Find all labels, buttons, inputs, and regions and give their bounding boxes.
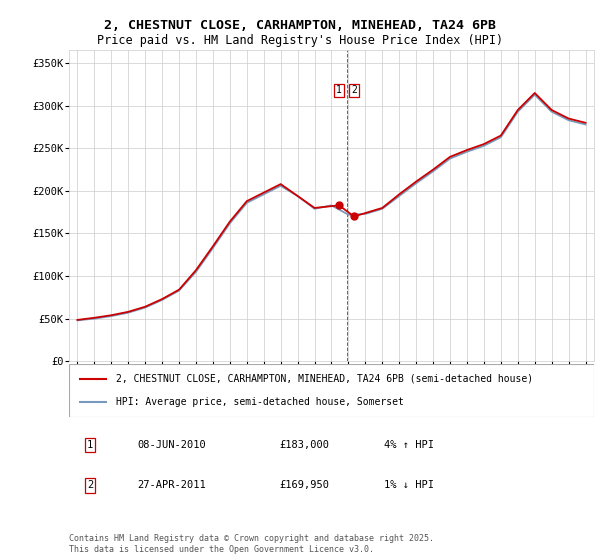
Text: 1% ↓ HPI: 1% ↓ HPI [384,480,434,491]
Text: 27-APR-2011: 27-APR-2011 [137,480,206,491]
Text: £183,000: £183,000 [279,440,329,450]
Text: HPI: Average price, semi-detached house, Somerset: HPI: Average price, semi-detached house,… [116,397,404,407]
FancyBboxPatch shape [69,364,594,417]
Text: 08-JUN-2010: 08-JUN-2010 [137,440,206,450]
Text: Contains HM Land Registry data © Crown copyright and database right 2025.
This d: Contains HM Land Registry data © Crown c… [69,534,434,553]
Text: 2, CHESTNUT CLOSE, CARHAMPTON, MINEHEAD, TA24 6PB: 2, CHESTNUT CLOSE, CARHAMPTON, MINEHEAD,… [104,18,496,32]
Text: 2: 2 [351,86,357,95]
Text: 1: 1 [87,440,93,450]
Text: 2, CHESTNUT CLOSE, CARHAMPTON, MINEHEAD, TA24 6PB (semi-detached house): 2, CHESTNUT CLOSE, CARHAMPTON, MINEHEAD,… [116,374,533,384]
Text: £169,950: £169,950 [279,480,329,491]
Text: 1: 1 [336,86,342,95]
Text: Price paid vs. HM Land Registry's House Price Index (HPI): Price paid vs. HM Land Registry's House … [97,34,503,47]
Text: 4% ↑ HPI: 4% ↑ HPI [384,440,434,450]
Text: 2: 2 [87,480,93,491]
